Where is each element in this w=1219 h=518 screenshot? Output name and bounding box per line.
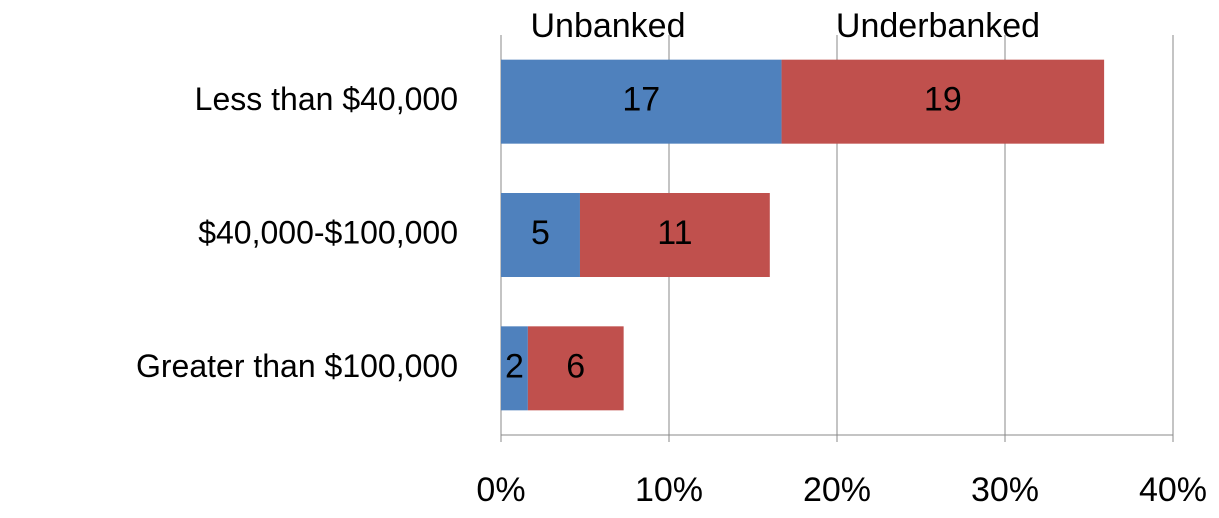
bar-segment bbox=[501, 193, 580, 277]
data-label: 6 bbox=[566, 347, 585, 385]
x-tick-label: 30% bbox=[971, 471, 1039, 509]
data-label: 11 bbox=[657, 214, 692, 252]
legend-entry: Underbanked bbox=[836, 7, 1040, 45]
data-label: 17 bbox=[622, 81, 660, 119]
data-label: 2 bbox=[505, 347, 524, 385]
x-tick-label: 20% bbox=[803, 471, 871, 509]
data-label: 5 bbox=[531, 214, 550, 252]
x-tick-label: 10% bbox=[635, 471, 703, 509]
bar-segment bbox=[781, 59, 1105, 144]
bar-segment bbox=[527, 326, 624, 411]
y-tick-label: Greater than $100,000 bbox=[136, 348, 458, 384]
legend-entry: Unbanked bbox=[530, 7, 685, 45]
y-tick-label: Less than $40,000 bbox=[195, 81, 458, 117]
bar-segment bbox=[579, 193, 770, 277]
y-tick-label: $40,000-$100,000 bbox=[198, 214, 458, 250]
data-label: 19 bbox=[924, 81, 962, 119]
x-tick-label: 0% bbox=[476, 471, 525, 509]
bar-segment bbox=[501, 59, 782, 144]
x-tick-label: 40% bbox=[1139, 471, 1207, 509]
bar-segment bbox=[501, 326, 528, 411]
